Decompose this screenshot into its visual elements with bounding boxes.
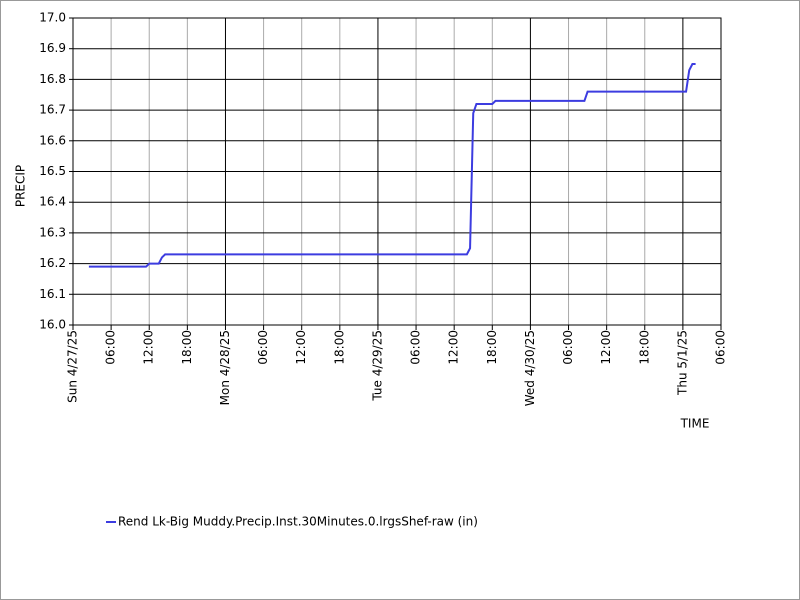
y-tick-label: 16.9 [39,41,66,55]
x-tick-label: Sun 4/27/25 [66,330,80,403]
x-tick-label: 06:00 [714,330,728,365]
x-tick-label: 06:00 [561,330,575,365]
x-tick-label: 06:00 [104,330,118,365]
y-tick-label: 16.3 [39,225,66,239]
y-tick-label: 16.6 [39,133,66,147]
x-tick-label: 18:00 [637,330,651,365]
y-tick-label: 16.8 [39,72,66,86]
x-tick-label: 12:00 [142,330,156,365]
x-tick-label: 12:00 [447,330,461,365]
x-tick-label: Thu 5/1/25 [675,330,689,396]
y-tick-label: 16.0 [39,318,66,332]
y-tick-label: 16.7 [39,103,66,117]
y-tick-label: 16.4 [39,195,66,209]
x-tick-label: Mon 4/28/25 [218,330,232,405]
legend-label: Rend Lk-Big Muddy.Precip.Inst.30Minutes.… [118,515,478,529]
y-tick-label: 17.0 [39,11,66,25]
x-tick-label: 18:00 [485,330,499,365]
y-axis-label: PRECIP [14,165,28,207]
x-axis-label: TIME [680,417,710,431]
x-tick-label: 06:00 [256,330,270,365]
plot-border [72,17,722,326]
x-tick-label: 18:00 [332,330,346,365]
x-tick-label: 18:00 [180,330,194,365]
y-tick-label: 16.1 [39,287,66,301]
x-tick-label: 12:00 [294,330,308,365]
x-tick-label: 12:00 [599,330,613,365]
x-tick-label: Wed 4/30/25 [523,330,537,406]
data-line [88,63,696,268]
y-tick-label: 16.2 [39,256,66,270]
x-tick-label: 06:00 [409,330,423,365]
y-tick-label: 16.5 [39,164,66,178]
x-tick-label: Tue 4/29/25 [370,330,384,402]
